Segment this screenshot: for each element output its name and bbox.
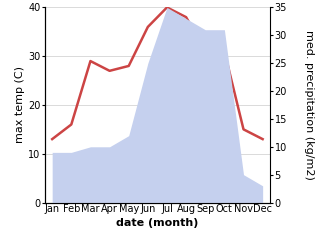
Y-axis label: max temp (C): max temp (C): [15, 66, 25, 144]
X-axis label: date (month): date (month): [116, 218, 199, 228]
Y-axis label: med. precipitation (kg/m2): med. precipitation (kg/m2): [304, 30, 314, 180]
